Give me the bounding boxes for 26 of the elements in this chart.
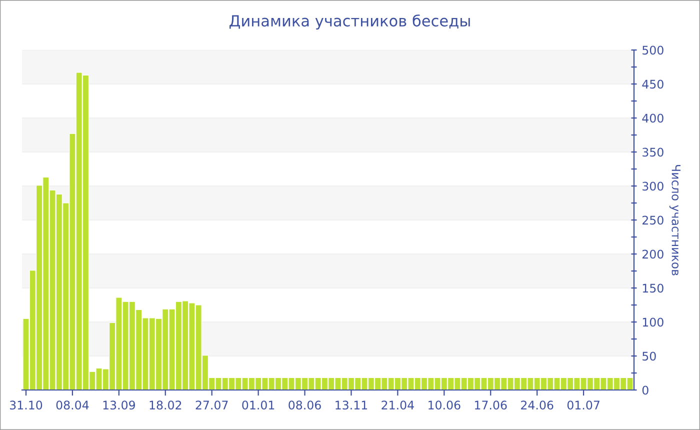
- y-tick-label: 300: [642, 182, 664, 191]
- y-tick-label: 450: [642, 80, 664, 89]
- x-tick-label: 27.07: [196, 400, 228, 410]
- x-tick-label: 13.11: [336, 400, 368, 410]
- x-tick-label: 08.06: [288, 400, 321, 410]
- y-tick-label: 0: [642, 386, 648, 395]
- x-tick-label: 10.06: [428, 400, 460, 410]
- x-tick-label: 21.04: [382, 400, 414, 410]
- x-tick-label: 31.10: [10, 400, 42, 410]
- x-tick-label: 01.07: [567, 400, 600, 410]
- y-tick-label: 150: [642, 284, 664, 293]
- chart-title: Динамика участников беседы: [230, 14, 470, 30]
- x-tick-label: 17.06: [475, 400, 507, 410]
- y-tick-label: 200: [642, 250, 664, 259]
- x-tick-label: 01.01: [242, 400, 274, 410]
- x-tick-label: 08.04: [56, 400, 89, 410]
- y-tick-label: 350: [642, 148, 664, 157]
- x-tick-label: 18.02: [150, 400, 182, 410]
- y-tick-label: 400: [642, 114, 664, 123]
- y-tick-label: 500: [642, 46, 664, 55]
- y-tick-label: 50: [642, 352, 656, 361]
- x-tick-label: 13.09: [103, 400, 135, 410]
- x-tick-label: 24.06: [521, 400, 554, 410]
- y-tick-label: 100: [642, 318, 664, 327]
- y-axis-title: Число участников: [669, 164, 680, 276]
- y-tick-label: 250: [642, 216, 664, 225]
